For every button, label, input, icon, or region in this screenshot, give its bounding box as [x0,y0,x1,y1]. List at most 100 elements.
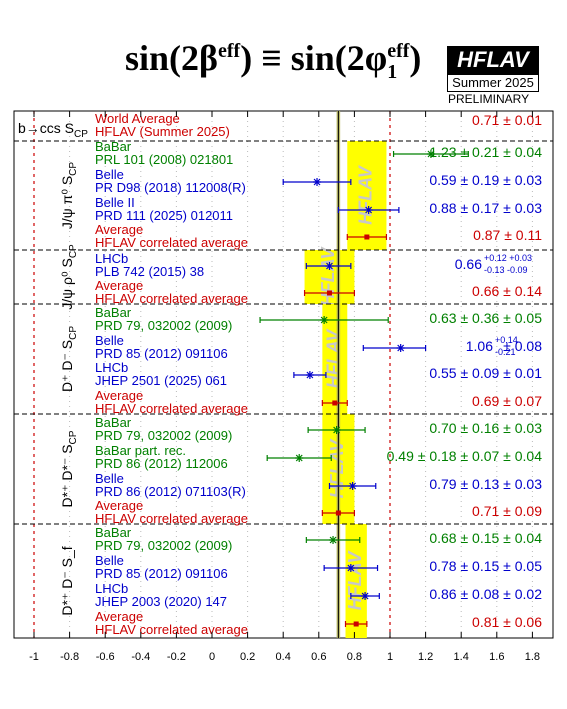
measurement-value: 0.86 ± 0.08 ± 0.02 [429,586,542,602]
measurement-value: 0.68 ± 0.15 ± 0.04 [429,530,542,546]
x-tick-label: 1.4 [454,651,469,663]
measurement-experiment: Belle [95,167,124,182]
measurement-error-minus: -0.13 -0.09 [484,265,528,275]
measurement-marker [348,482,357,490]
measurement-value: 0.49 ± 0.18 ± 0.07 ± 0.04 [387,448,543,464]
chart-title: sin(2βeff) ≡ sin(2φ1eff) [125,38,422,84]
world-average-name: World Average [95,111,180,126]
measurement-experiment: LHCb [95,581,128,596]
measurement-reference: PRD 85 (2012) 091106 [95,566,228,581]
measurement-value: 0.88 ± 0.17 ± 0.03 [429,200,542,216]
measurement-reference: JHEP 2003 (2020) 147 [95,594,227,609]
x-tick-label: 1 [387,651,393,663]
measurement-marker [325,262,334,270]
measurement-value: 0.55 ± 0.09 ± 0.01 [429,365,542,381]
measurement-marker [329,536,338,544]
average-marker [332,400,338,406]
measurement-value: 0.78 ± 0.15 ± 0.05 [429,558,542,574]
group-average-band [347,141,387,250]
hflav-badge: HFLAV Summer 2025 [447,46,539,92]
measurement-value: 0.81 ± 0.06 [472,614,542,630]
measurement-marker [396,344,405,352]
measurement-experiment: BaBar [95,305,132,320]
measurement-experiment: Belle [95,471,124,486]
world-average-source: HFLAV (Summer 2025) [95,124,230,139]
measurement-experiment: Average [95,498,143,513]
measurement-marker [364,206,373,214]
measurement-value: 0.87 ± 0.11 [473,227,542,243]
measurement-reference: PRD 86 (2012) 071103(R) [95,484,246,499]
measurement-reference: PR D98 (2018) 112008(R) [95,180,246,195]
measurement-value: 0.69 ± 0.07 [472,393,542,409]
measurement-experiment: BaBar part. rec. [95,443,186,458]
measurement-value: 0.59 ± 0.19 ± 0.03 [429,172,542,188]
preliminary-label: PRELIMINARY [448,92,530,106]
x-tick-label: 1.2 [418,651,433,663]
x-tick-label: -1 [29,651,39,663]
measurement-reference: HFLAV correlated average [95,291,248,306]
x-tick-label: 1.8 [525,651,540,663]
measurement-reference: PRD 79, 032002 (2009) [95,428,232,443]
measurement-reference: PRD 85 (2012) 091106 [95,346,228,361]
band-watermark: HFLAV [324,328,344,389]
measurement-value: 0.79 ± 0.13 ± 0.03 [429,476,542,492]
average-marker [326,290,332,296]
measurement-reference: HFLAV correlated average [95,622,248,637]
x-tick-label: 0.8 [347,651,362,663]
measurement-marker [346,564,355,572]
x-tick-label: 0.6 [311,651,326,663]
season-label: Summer 2025 [447,74,539,92]
measurement-value-tail: ± 0.08 [503,338,542,354]
measurement-value: 0.63 ± 0.36 ± 0.05 [429,310,542,326]
measurement-reference: HFLAV correlated average [95,401,248,416]
measurement-marker [426,150,435,158]
measurement-reference: PRD 86 (2012) 112006 [95,456,228,471]
group-average-band [345,524,367,638]
measurement-experiment: Average [95,609,143,624]
x-tick-label: -0.8 [60,651,79,663]
group-label: D*⁺ D*⁻ SCP [59,430,79,507]
x-tick-label: 0.2 [240,651,255,663]
band-watermark: HFLAV [345,550,365,611]
x-tick-label: -0.6 [96,651,115,663]
group-label: D*⁺ D⁻ S_f [59,546,75,615]
x-tick-label: -0.2 [167,651,186,663]
measurement-reference: PRL 101 (2008) 021801 [95,152,233,167]
group-label: J/ψ ρ⁰ SCP [59,244,79,310]
measurement-marker [361,592,370,600]
group-label: D⁺ D⁻ SCP [59,326,79,392]
measurement-experiment: BaBar [95,139,132,154]
average-marker [335,510,341,516]
measurement-reference: HFLAV correlated average [95,511,248,526]
measurement-experiment: BaBar [95,415,132,430]
measurement-experiment: Average [95,388,143,403]
average-marker [364,234,370,240]
measurement-value: 1.23 ± 0.21 ± 0.04 [429,144,542,160]
measurement-value: 0.70 ± 0.16 ± 0.03 [429,420,542,436]
average-marker [353,621,359,627]
measurement-value: 0.66 ± 0.14 [472,283,542,299]
measurement-experiment: Average [95,278,143,293]
measurement-value: 0.66 [455,256,482,272]
group-label: J/ψ π⁰ SCP [59,162,79,229]
measurement-marker [295,454,304,462]
world-average-label: b→ccs SCP [18,120,88,140]
hflav-logo: HFLAV [447,46,539,74]
measurement-experiment: Belle [95,553,124,568]
measurement-reference: PRD 79, 032002 (2009) [95,318,232,333]
world-average-value: 0.71 ± 0.01 [472,112,542,128]
measurement-experiment: LHCb [95,360,128,375]
x-tick-label: -0.4 [131,651,150,663]
measurement-experiment: Belle [95,333,124,348]
x-tick-label: 1.6 [489,651,504,663]
measurement-reference: PRD 111 (2025) 012011 [95,208,233,223]
measurement-value: 1.06 [466,338,493,354]
measurement-error-plus: +0.14 [495,335,518,345]
measurement-reference: PLB 742 (2015) 38 [95,264,204,279]
measurement-experiment: Average [95,222,143,237]
x-tick-label: 0.4 [276,651,291,663]
measurement-marker [332,426,341,434]
measurement-reference: HFLAV correlated average [95,235,248,250]
x-tick-label: 0 [209,651,215,663]
